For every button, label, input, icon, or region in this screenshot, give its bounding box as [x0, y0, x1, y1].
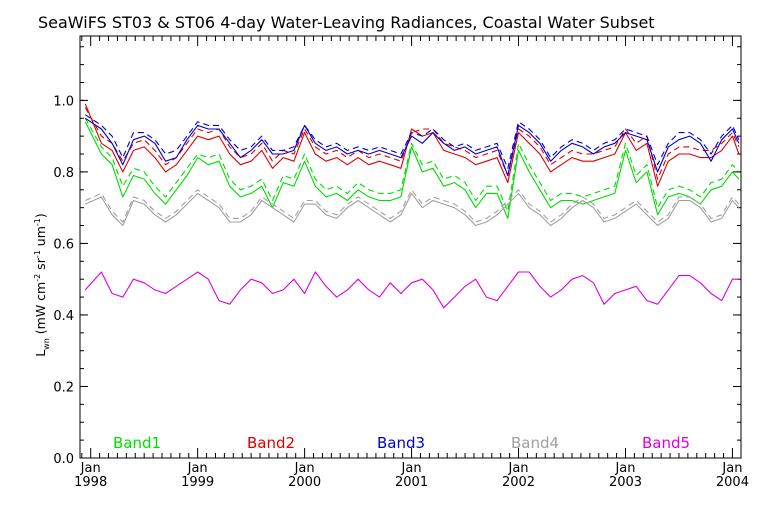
x-tick-month-label: Jan — [508, 461, 529, 476]
x-tick-year-label: 2004 — [716, 475, 749, 490]
series-line-band3-dashed — [84, 114, 740, 169]
x-tick-month-label: Jan — [80, 461, 101, 476]
svg-text:Lwn (mW cm-2 sr-1 um-1): Lwn (mW cm-2 sr-1 um-1) — [33, 213, 51, 357]
y-axis-title-exp3: -1 — [33, 218, 42, 226]
legend-label-band1: Band1 — [113, 434, 161, 452]
y-tick-label: 0.0 — [53, 452, 74, 467]
series-line-band3-solid — [84, 117, 740, 177]
x-tick-year-label: 2000 — [288, 475, 321, 490]
series-line-band2-solid — [84, 103, 740, 187]
y-tick-label: 0.4 — [53, 309, 74, 324]
legend-label-band3: Band3 — [377, 434, 425, 452]
series-line-band1-dashed — [84, 118, 740, 212]
y-axis-title-exp2: -1 — [33, 250, 42, 258]
plot-frame — [79, 35, 742, 459]
y-tick-label: 1.0 — [53, 94, 74, 109]
y-axis-title-mid: sr — [33, 257, 48, 270]
y-axis-title-main: L — [33, 350, 48, 357]
x-tick-month-label: Jan — [401, 461, 422, 476]
x-tick-year-label: 1998 — [74, 475, 107, 490]
y-axis-title-tail: um — [33, 226, 48, 246]
y-tick-label: 0.2 — [53, 380, 74, 395]
y-tick-label: 0.6 — [53, 237, 74, 252]
legend-label-band5: Band5 — [642, 434, 690, 452]
plot-area: 0.00.20.40.60.81.0Jan1998Jan1999Jan2000J… — [53, 35, 749, 490]
x-tick-year-label: 2002 — [502, 475, 535, 490]
legend-label-band2: Band2 — [247, 434, 295, 452]
x-tick-year-label: 1999 — [181, 475, 214, 490]
series-line-band5-solid — [84, 271, 739, 309]
x-tick-year-label: 2003 — [609, 475, 642, 490]
y-axis-title-close: ) — [33, 213, 48, 218]
series-line-band4-dashed — [85, 189, 740, 223]
y-axis-title-sub: wn — [42, 338, 51, 350]
chart-title: SeaWiFS ST03 & ST06 4-day Water-Leaving … — [38, 13, 655, 32]
y-tick-label: 0.8 — [53, 166, 74, 181]
series-line-band2-dashed — [84, 107, 740, 180]
x-tick-month-label: Jan — [614, 461, 635, 476]
x-tick-month-label: Jan — [187, 461, 208, 476]
x-tick-year-label: 2001 — [395, 475, 428, 490]
series-line-band4-solid — [85, 192, 740, 227]
y-axis-title-open: (mW cm — [33, 282, 48, 334]
x-tick-month-label: Jan — [721, 461, 742, 476]
x-tick-month-label: Jan — [294, 461, 315, 476]
y-axis-title: Lwn (mW cm-2 sr-1 um-1) — [33, 213, 51, 357]
legend-label-band4: Band4 — [511, 434, 559, 452]
y-axis-title-exp1: -2 — [33, 274, 42, 282]
series-line-band1-solid — [84, 121, 740, 219]
